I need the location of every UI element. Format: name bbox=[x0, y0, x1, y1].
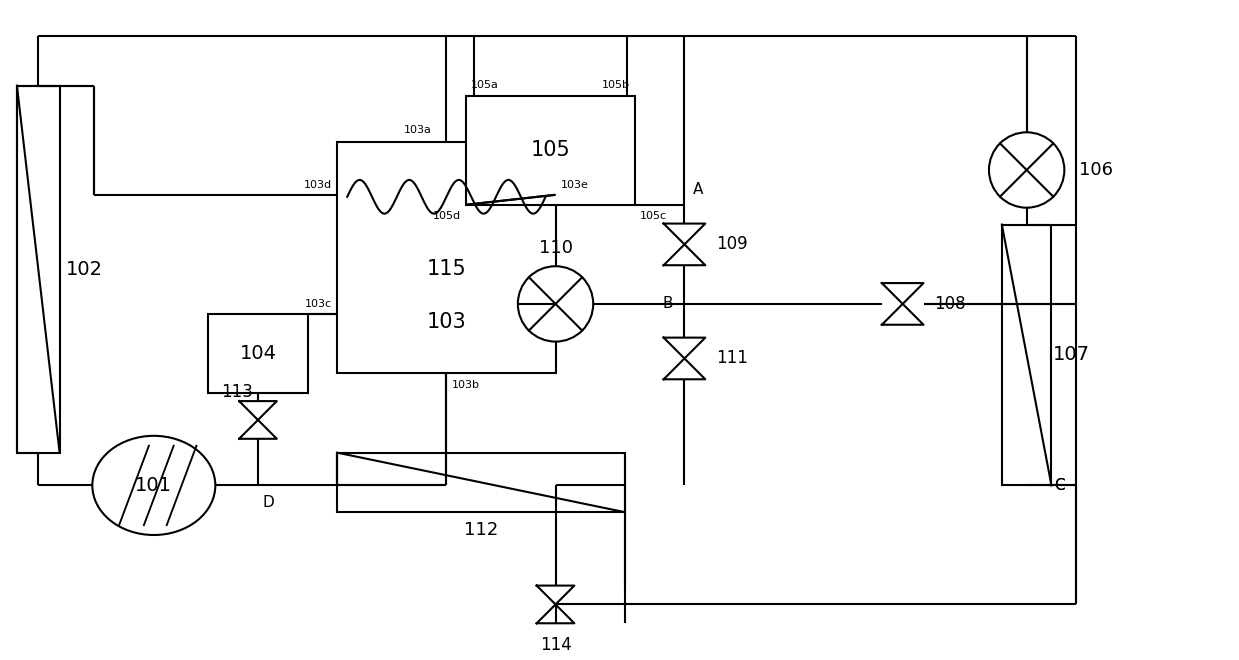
Circle shape bbox=[518, 266, 593, 342]
Text: 106: 106 bbox=[1079, 161, 1113, 179]
FancyBboxPatch shape bbox=[337, 453, 624, 512]
Text: 101: 101 bbox=[135, 476, 172, 495]
Text: 103e: 103e bbox=[560, 180, 589, 190]
Text: 103b: 103b bbox=[451, 380, 479, 390]
Text: 103a: 103a bbox=[404, 125, 431, 135]
FancyBboxPatch shape bbox=[1002, 224, 1052, 485]
Text: B: B bbox=[662, 296, 673, 312]
Text: 113: 113 bbox=[221, 383, 253, 401]
Text: 102: 102 bbox=[66, 259, 103, 279]
Text: 105b: 105b bbox=[602, 80, 629, 90]
Text: A: A bbox=[693, 182, 703, 197]
Text: 107: 107 bbox=[1053, 345, 1090, 364]
Text: 105: 105 bbox=[530, 140, 570, 160]
FancyBboxPatch shape bbox=[208, 314, 307, 393]
Text: C: C bbox=[1053, 478, 1064, 493]
Text: 105a: 105a bbox=[471, 80, 499, 90]
Text: 105c: 105c bbox=[639, 211, 667, 220]
Text: 114: 114 bbox=[540, 636, 571, 654]
Text: 110: 110 bbox=[539, 240, 572, 257]
Text: 104: 104 bbox=[239, 344, 276, 363]
Text: 109: 109 bbox=[716, 236, 748, 253]
Text: 105d: 105d bbox=[434, 211, 461, 220]
FancyBboxPatch shape bbox=[466, 96, 634, 205]
Text: 108: 108 bbox=[934, 295, 966, 313]
Text: 103c: 103c bbox=[305, 299, 332, 309]
Ellipse shape bbox=[93, 436, 216, 535]
FancyBboxPatch shape bbox=[17, 86, 59, 453]
Text: 103: 103 bbox=[426, 312, 466, 333]
Text: 103d: 103d bbox=[305, 180, 332, 190]
Text: 111: 111 bbox=[716, 349, 748, 368]
Text: 115: 115 bbox=[426, 259, 466, 279]
Circle shape bbox=[989, 132, 1064, 208]
FancyBboxPatch shape bbox=[337, 143, 555, 374]
Text: D: D bbox=[263, 496, 275, 510]
Text: 112: 112 bbox=[465, 521, 498, 539]
Text: C: C bbox=[1053, 478, 1064, 493]
